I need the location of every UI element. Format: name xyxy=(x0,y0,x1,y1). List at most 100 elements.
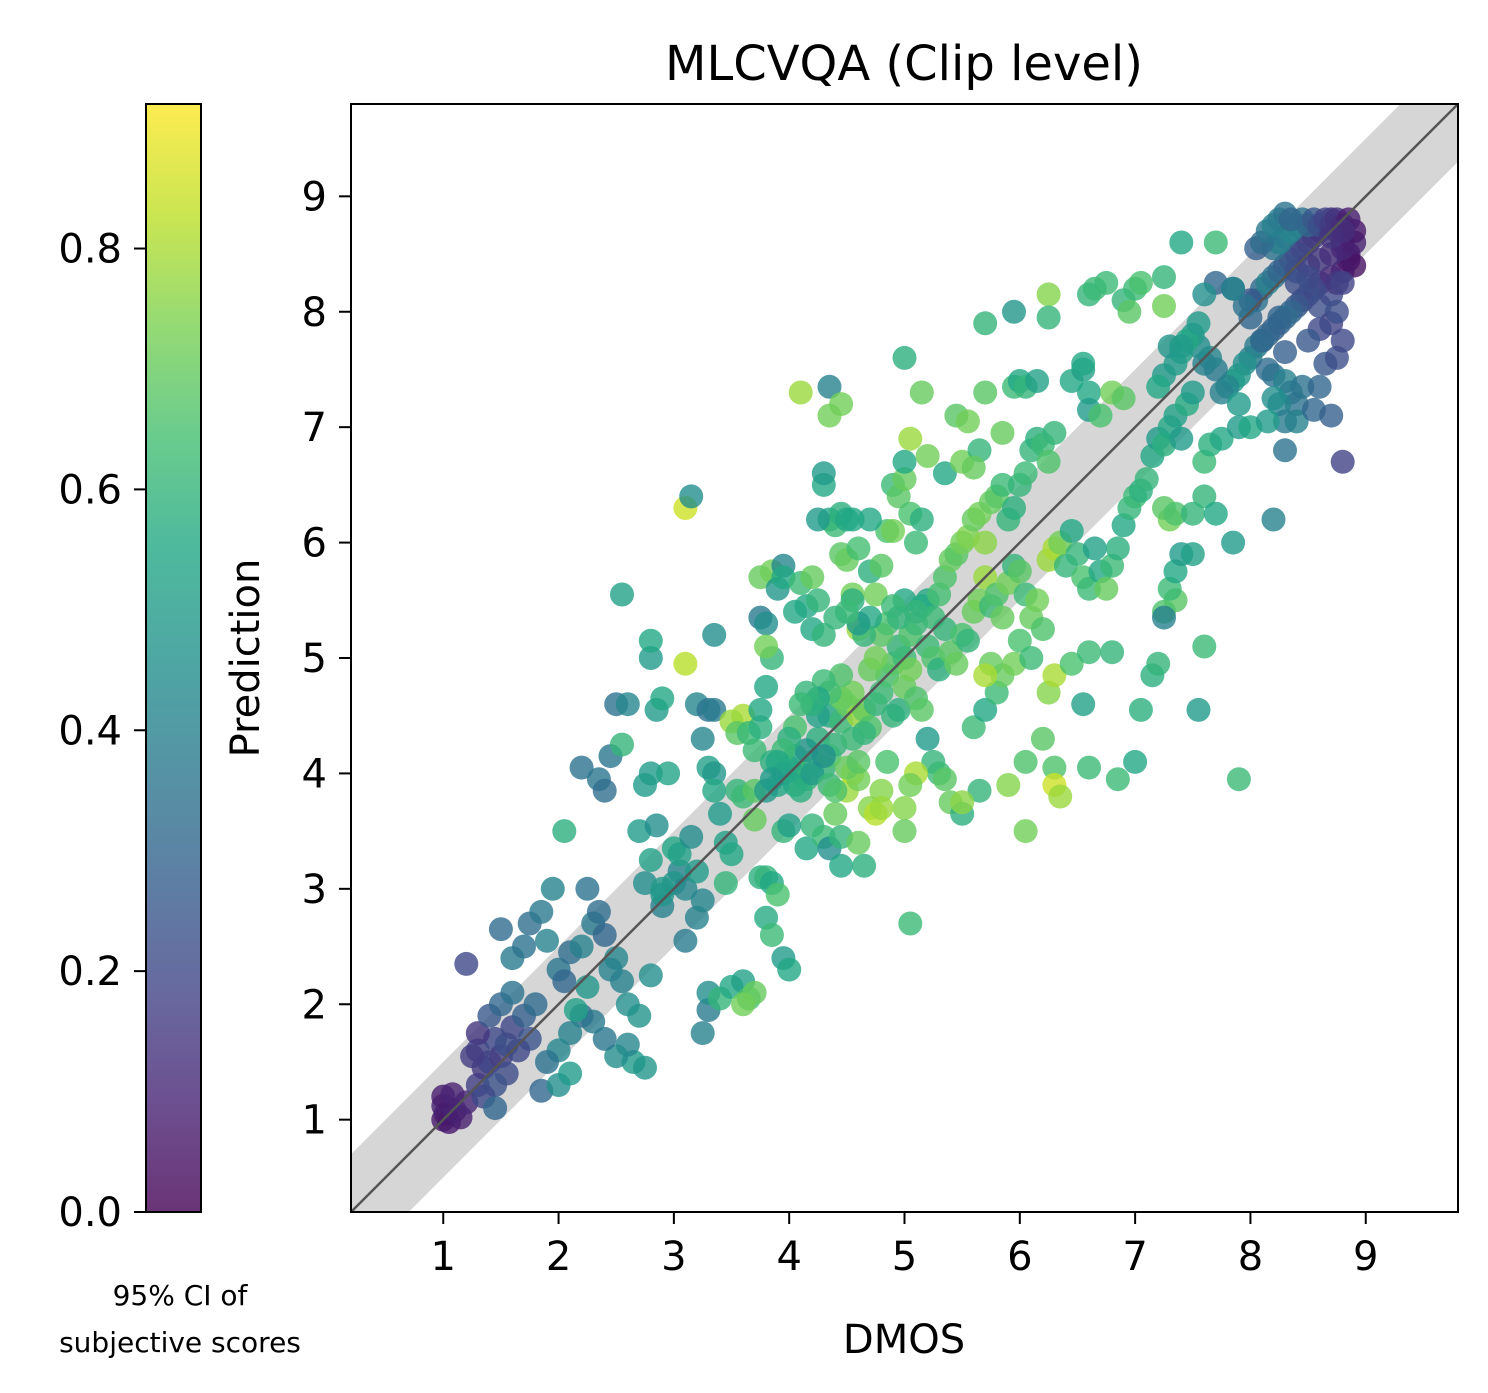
data-point xyxy=(811,622,836,647)
data-point xyxy=(610,582,634,607)
data-point xyxy=(806,507,830,532)
data-point xyxy=(535,1050,559,1074)
colorbar-tick-label: 0.6 xyxy=(58,467,122,513)
data-point xyxy=(932,767,957,792)
data-point xyxy=(754,674,779,699)
data-point xyxy=(863,582,888,607)
data-point xyxy=(679,824,704,849)
data-point xyxy=(558,1061,583,1086)
data-point xyxy=(1111,386,1136,411)
data-point xyxy=(1036,305,1061,330)
data-point xyxy=(1192,282,1217,307)
data-point xyxy=(748,697,773,722)
data-point xyxy=(586,899,611,924)
data-point xyxy=(1077,640,1101,665)
data-point xyxy=(904,530,928,555)
x-tick-label: 6 xyxy=(1007,1234,1032,1280)
data-point xyxy=(1100,640,1125,665)
data-point xyxy=(754,611,779,636)
data-point xyxy=(898,426,923,451)
data-point xyxy=(1221,530,1246,555)
y-tick-label: 9 xyxy=(302,174,327,220)
data-point xyxy=(1019,646,1044,670)
data-point xyxy=(1330,449,1355,474)
data-point xyxy=(483,1096,508,1121)
data-point xyxy=(1036,282,1061,307)
data-point xyxy=(708,801,732,826)
data-point xyxy=(800,761,825,786)
data-point xyxy=(1128,697,1153,722)
data-point xyxy=(759,923,784,947)
data-point xyxy=(1255,409,1280,434)
data-point xyxy=(1094,270,1119,295)
data-point xyxy=(961,715,986,740)
data-point xyxy=(788,692,813,717)
data-point xyxy=(713,871,738,896)
data-point xyxy=(1025,588,1050,613)
data-point xyxy=(1088,403,1113,428)
colorbar-ticks: 0.0 0.2 0.4 0.6 0.8 xyxy=(58,227,146,1236)
x-tick-label: 2 xyxy=(546,1234,571,1280)
data-point xyxy=(950,790,975,815)
data-point xyxy=(1002,299,1026,324)
data-point xyxy=(1209,380,1234,405)
data-point xyxy=(898,773,923,797)
data-point xyxy=(1013,461,1038,486)
data-point xyxy=(1071,351,1096,376)
data-point xyxy=(990,605,1015,630)
data-point xyxy=(886,605,911,630)
data-point xyxy=(811,744,836,769)
data-point xyxy=(742,807,767,832)
data-point xyxy=(638,628,663,653)
data-point xyxy=(1030,617,1055,642)
data-point xyxy=(1284,409,1309,434)
y-tick-label: 8 xyxy=(302,290,327,336)
data-point xyxy=(1146,374,1171,399)
data-point xyxy=(852,721,877,745)
data-point xyxy=(1123,749,1148,774)
data-point xyxy=(1330,328,1355,353)
data-point xyxy=(1186,697,1211,722)
x-tick-label: 1 xyxy=(431,1234,456,1280)
data-point xyxy=(610,732,634,757)
data-point xyxy=(846,830,871,855)
data-point xyxy=(1330,219,1355,243)
data-point xyxy=(656,761,681,786)
data-point xyxy=(563,998,588,1022)
data-point xyxy=(1250,328,1274,353)
data-point xyxy=(1030,726,1055,751)
data-point xyxy=(777,813,802,838)
data-point xyxy=(754,634,779,659)
data-point xyxy=(823,801,848,826)
data-point xyxy=(1128,270,1153,295)
data-point xyxy=(788,380,813,405)
data-point xyxy=(552,969,577,994)
data-point xyxy=(1296,328,1321,353)
data-point xyxy=(973,380,998,405)
data-point xyxy=(506,1038,531,1063)
data-point xyxy=(1059,651,1084,676)
data-point xyxy=(512,934,536,959)
data-point xyxy=(892,467,917,492)
x-tick-label: 9 xyxy=(1353,1234,1378,1280)
data-point xyxy=(955,628,980,653)
data-point xyxy=(673,928,698,953)
data-point xyxy=(633,1055,657,1080)
data-point xyxy=(869,553,894,578)
data-point xyxy=(702,622,727,647)
data-point xyxy=(1192,484,1217,509)
data-point xyxy=(1059,519,1084,543)
y-tick-label: 5 xyxy=(302,636,327,682)
data-point xyxy=(1042,663,1067,688)
data-point xyxy=(592,778,617,803)
data-point xyxy=(558,1021,583,1046)
data-point xyxy=(1094,576,1119,601)
data-point xyxy=(898,911,923,936)
data-point xyxy=(488,917,513,942)
data-point xyxy=(1042,420,1067,445)
data-point xyxy=(1221,276,1246,301)
data-point xyxy=(1013,749,1038,774)
data-point xyxy=(806,588,830,613)
data-point xyxy=(1013,819,1038,844)
data-point xyxy=(886,697,911,722)
